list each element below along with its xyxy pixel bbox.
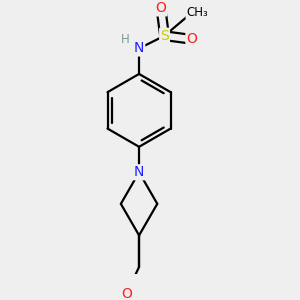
Text: N: N: [134, 165, 144, 179]
Text: CH₃: CH₃: [187, 5, 208, 19]
Text: S: S: [160, 29, 169, 43]
Text: O: O: [121, 287, 132, 300]
Text: N: N: [134, 41, 144, 56]
Text: O: O: [155, 2, 167, 15]
Text: O: O: [186, 32, 197, 46]
Text: H: H: [121, 33, 130, 46]
